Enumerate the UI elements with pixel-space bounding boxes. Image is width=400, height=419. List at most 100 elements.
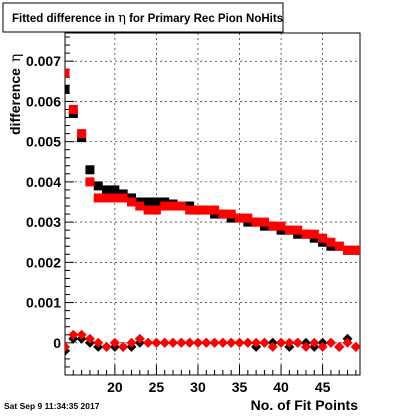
series-1-point-28: [293, 225, 303, 235]
series-1-point-15: [185, 205, 195, 215]
series-1-point-29: [301, 229, 311, 239]
series-3-point-31: [317, 341, 328, 352]
series-1-point-4: [93, 193, 103, 203]
series-1-point-14: [176, 201, 186, 211]
series-1-point-2: [77, 129, 87, 139]
series-0-point-10: [143, 197, 153, 207]
series-1-point-35: [351, 245, 360, 255]
series-1-point-7: [118, 193, 128, 203]
series-1-point-32: [326, 237, 336, 247]
series-1-point-23: [251, 217, 261, 227]
series-3-point-8: [126, 337, 137, 348]
series-1-point-30: [309, 229, 319, 239]
x-tick-label-20: 20: [107, 379, 123, 395]
series-3-point-7: [118, 341, 129, 352]
y-axis-title: differenceη: [7, 54, 24, 135]
y-tick-label-0.002: 0.002: [26, 254, 61, 270]
series-3-point-32: [325, 337, 336, 348]
series-3-point-9: [134, 333, 145, 344]
series-1-point-31: [318, 233, 328, 243]
y-tick-label-0.006: 0.006: [26, 93, 61, 109]
series-3-point-24: [259, 337, 270, 348]
series-1-point-24: [259, 217, 269, 227]
y-tick-label-0.005: 0.005: [26, 134, 61, 150]
series-3-point-20: [226, 337, 237, 348]
series-3-point-18: [209, 337, 220, 348]
series-3-point-23: [251, 337, 262, 348]
y-tick-label-0.004: 0.004: [26, 174, 61, 190]
series-1-point-33: [334, 241, 344, 251]
series-1-point-20: [226, 209, 236, 219]
x-tick-label-25: 25: [149, 379, 165, 395]
chart-title: Fitted difference in η for Primary Rec P…: [12, 11, 283, 26]
marker-layer: [65, 68, 360, 356]
series-3-point-6: [109, 337, 120, 348]
series-1-point-16: [193, 205, 203, 215]
series-3-point-21: [234, 337, 245, 348]
series-3-point-26: [276, 337, 287, 348]
series-1-point-12: [160, 201, 170, 211]
series-3-point-27: [284, 337, 295, 348]
series-1-point-25: [268, 221, 278, 231]
y-tick-label-0.001: 0.001: [26, 295, 61, 311]
series-1-point-10: [143, 205, 153, 215]
y-tick-label-0: 0: [53, 335, 61, 351]
series-3-point-19: [217, 337, 228, 348]
series-3-point-5: [101, 341, 112, 352]
series-3-point-16: [192, 337, 203, 348]
series-1-point-21: [235, 213, 245, 223]
plot-frame: [64, 32, 361, 376]
series-3-point-13: [168, 337, 179, 348]
series-1-point-22: [243, 213, 253, 223]
series-3-point-35: [350, 341, 360, 352]
series-0-point-5: [102, 185, 112, 195]
series-1-point-18: [210, 205, 220, 215]
series-1-point-1: [68, 104, 78, 114]
series-1-point-0: [65, 68, 70, 78]
series-3-point-22: [242, 337, 253, 348]
y-tick-label-0.007: 0.007: [26, 53, 61, 69]
series-3-point-10: [143, 337, 154, 348]
series-1-point-13: [168, 201, 178, 211]
series-0-point-0: [65, 84, 70, 94]
label-layer: 20 25 30 35 40 45 0 0.001 0.002 0.003 0.004 0.005 0.…: [26, 53, 331, 395]
series-3-point-14: [176, 337, 187, 348]
series-3-point-12: [159, 337, 170, 348]
timestamp: Sat Sep 9 11:34:35 2017: [4, 401, 100, 411]
series-3-point-30: [309, 337, 320, 348]
series-3-point-34: [342, 337, 353, 348]
series-0-point-3: [85, 165, 95, 175]
series-0-point-11: [151, 197, 161, 207]
series-1-point-26: [276, 221, 286, 231]
x-tick-label-35: 35: [232, 379, 248, 395]
series-1-point-3: [85, 177, 95, 187]
series-1-point-5: [102, 193, 112, 203]
series-3-point-3: [84, 333, 95, 344]
x-axis-title: No. of Fit Points: [251, 397, 359, 413]
series-1-point-19: [218, 209, 228, 219]
series-1-point-27: [284, 225, 294, 235]
series-1-point-11: [151, 205, 161, 215]
series-3-point-29: [300, 341, 311, 352]
y-tick-label-0.003: 0.003: [26, 214, 61, 230]
series-3-point-11: [151, 337, 162, 348]
x-tick-label-45: 45: [315, 379, 331, 395]
series-1-point-34: [343, 245, 353, 255]
series-0-point-4: [93, 181, 103, 191]
series-3-point-28: [292, 337, 303, 348]
series-1-point-17: [201, 205, 211, 215]
series-3-point-17: [201, 337, 212, 348]
series-1-point-9: [135, 201, 145, 211]
x-tick-label-40: 40: [273, 379, 289, 395]
series-3-point-1: [68, 329, 79, 340]
tick-layer: [64, 36, 357, 376]
series-3-point-15: [184, 337, 195, 348]
series-1-point-6: [110, 193, 120, 203]
series-0-point-6: [110, 185, 120, 195]
x-tick-label-30: 30: [190, 379, 206, 395]
series-3-point-25: [267, 341, 278, 352]
title-box: [2, 2, 284, 33]
series-3-point-33: [334, 341, 345, 352]
